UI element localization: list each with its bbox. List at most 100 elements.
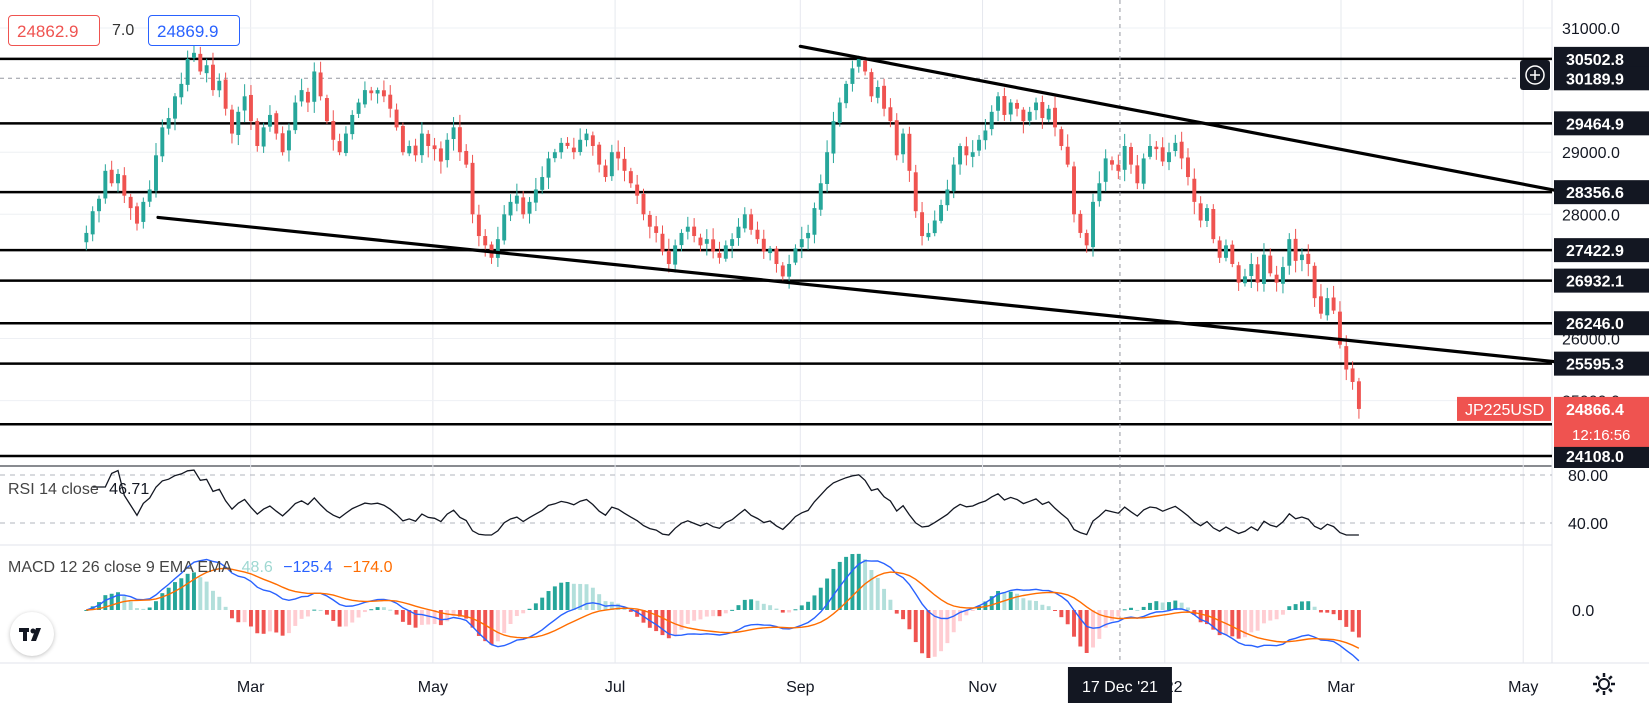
price-level-label-bg — [1554, 180, 1649, 205]
macd-histogram-bar — [894, 610, 899, 614]
candle-body — [996, 96, 1001, 111]
candle-body — [1230, 244, 1235, 264]
macd-histogram-bar — [375, 607, 380, 610]
macd-histogram-bar — [597, 594, 602, 610]
macd-histogram-bar — [502, 610, 507, 634]
candle-body — [1318, 296, 1323, 314]
candle-body — [590, 135, 595, 146]
candle-body — [337, 141, 342, 153]
macd-histogram-bar — [932, 610, 937, 657]
candle-body — [704, 239, 709, 244]
macd-histogram-bar — [1034, 600, 1038, 610]
candle-body — [1116, 164, 1121, 171]
candle-body — [1205, 208, 1209, 221]
macd-histogram-bar — [1293, 604, 1298, 610]
macd-histogram-bar — [267, 610, 272, 632]
macd-histogram-bar — [318, 609, 323, 611]
candle-body — [812, 208, 817, 235]
trendlines — [156, 44, 1615, 370]
candle-body — [204, 65, 209, 74]
rsi-legend[interactable]: RSI 14 close 46.71 — [8, 481, 149, 499]
candle-body — [84, 232, 89, 243]
macd-histogram-bar — [869, 570, 874, 610]
price-axis[interactable]: 31000.029000.028000.026000.025000.030502… — [1457, 21, 1649, 468]
candle-body — [818, 183, 823, 210]
macd-legend[interactable]: MACD 12 26 close 9 EMA EMA 48.6 −125.4 −… — [8, 559, 392, 577]
add-alert-button[interactable] — [1520, 60, 1550, 90]
macd-histogram-bar — [1160, 602, 1165, 610]
symbol-tag: JP225USD — [1465, 402, 1544, 419]
macd-histogram-bar — [780, 610, 785, 613]
bid-price-badge[interactable]: 24862.9 — [8, 15, 100, 46]
price-level-label: 26932.1 — [1566, 274, 1624, 291]
candle-body — [1129, 147, 1133, 165]
candle-body — [647, 214, 652, 227]
candle-body — [1034, 102, 1038, 111]
macd-histogram-bar — [730, 609, 735, 611]
macd-histogram-bar — [806, 601, 811, 610]
tradingview-logo[interactable] — [10, 612, 54, 656]
macd-histogram-bar — [989, 596, 994, 610]
candle-body — [267, 114, 272, 127]
macd-histogram-bar — [768, 605, 773, 610]
macd-histogram-bar — [787, 610, 792, 613]
time-tick-label: May — [1508, 679, 1538, 696]
candle-body — [223, 79, 228, 109]
candle-body — [761, 238, 766, 252]
macd-histogram-bar — [337, 610, 342, 627]
settings-button[interactable] — [1590, 670, 1618, 698]
last-price-label-bg — [1554, 396, 1649, 447]
macd-histogram-bar — [635, 610, 640, 617]
time-tick-label: Jul — [605, 679, 625, 696]
candle-body — [109, 169, 114, 184]
price-level-label: 26246.0 — [1566, 316, 1624, 333]
macd-histogram-bar — [362, 610, 367, 613]
macd-histogram-bar — [128, 601, 133, 610]
macd-pane: 0.0 — [84, 553, 1594, 662]
macd-histogram-bar — [1065, 610, 1070, 625]
macd-histogram-bar — [742, 599, 747, 610]
candle-body — [1154, 146, 1159, 150]
macd-signal-value: −174.0 — [343, 559, 393, 576]
candle-body — [717, 253, 722, 258]
candle-body — [730, 239, 735, 246]
macd-histogram-bar — [1261, 610, 1266, 624]
macd-histogram-bar — [495, 610, 500, 642]
macd-histogram-bar — [571, 583, 576, 610]
macd-histogram-bar — [331, 610, 336, 621]
candle-body — [799, 239, 804, 248]
candle-body — [894, 120, 899, 156]
macd-histogram-bar — [236, 610, 241, 623]
macd-histogram-bar — [888, 599, 893, 610]
candle-body — [312, 71, 317, 102]
candle-body — [723, 245, 728, 259]
macd-histogram-bar — [343, 610, 348, 627]
macd-histogram-bar — [717, 610, 722, 617]
candle-body — [932, 220, 937, 234]
candle-body — [198, 53, 203, 72]
macd-histogram-bar — [381, 607, 386, 610]
macd-histogram-bar — [185, 573, 190, 610]
price-level-label: 24108.0 — [1566, 449, 1624, 466]
macd-histogram-bar — [1344, 610, 1349, 627]
macd-histogram-bar — [1053, 610, 1057, 611]
last-price-label: 24866.4 — [1566, 402, 1624, 419]
candle-body — [1198, 203, 1203, 221]
candle-body — [1122, 145, 1127, 170]
macd-histogram-bar — [198, 577, 203, 610]
candle-body — [1053, 107, 1057, 128]
candle-body — [1072, 166, 1076, 215]
macd-histogram-bar — [451, 610, 456, 617]
macd-histogram-bar — [286, 610, 291, 634]
macd-histogram-bar — [508, 610, 513, 625]
macd-histogram-bar — [1167, 602, 1171, 610]
ask-price-badge[interactable]: 24869.9 — [148, 15, 240, 46]
candle-body — [1179, 141, 1184, 159]
candle-body — [135, 206, 139, 224]
macd-histogram-bar — [521, 610, 526, 614]
candle-body — [331, 121, 336, 140]
time-axis[interactable]: MarMayJulSepNov2022MarMay17 Dec '21 — [237, 667, 1538, 703]
macd-histogram-bar — [1059, 610, 1064, 618]
candle-body — [242, 96, 247, 111]
